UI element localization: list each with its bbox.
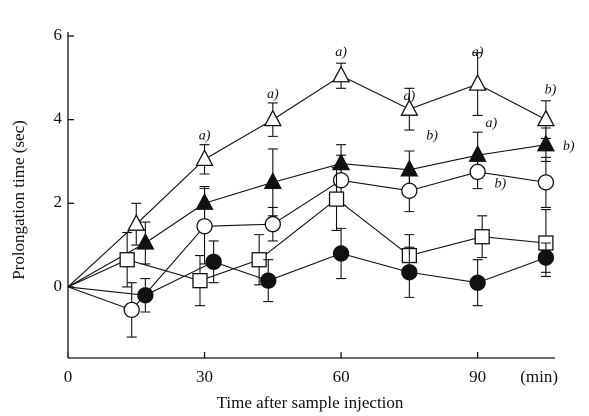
marker: [260, 272, 277, 289]
marker: [192, 272, 208, 289]
annotation: a): [485, 116, 497, 131]
marker: [264, 216, 281, 233]
marker: [196, 218, 213, 235]
y-tick-label: 4: [54, 109, 63, 128]
marker: [195, 148, 214, 167]
marker: [119, 252, 135, 268]
annotation: a): [267, 87, 279, 102]
marker: [536, 109, 555, 127]
marker: [401, 264, 418, 281]
marker: [328, 191, 345, 207]
marker: [469, 163, 486, 181]
annotation: b): [563, 139, 575, 154]
marker: [205, 253, 222, 270]
marker: [136, 232, 155, 250]
annotation: a): [335, 45, 347, 60]
series-line: [67, 198, 546, 288]
annotation: a): [199, 129, 211, 144]
x-unit: (min): [520, 367, 558, 386]
marker: [332, 65, 351, 83]
y-axis-label: Prolongation time (sec): [9, 120, 28, 280]
marker: [263, 171, 282, 190]
marker: [400, 98, 419, 116]
marker: [332, 245, 350, 262]
y-tick-label: 2: [54, 192, 63, 211]
y-tick-label: 6: [54, 25, 63, 44]
marker: [123, 301, 140, 319]
series-line: [67, 75, 547, 288]
marker: [536, 134, 555, 152]
x-tick-label: 30: [196, 367, 213, 386]
annotation: b): [545, 83, 557, 98]
annotation: b): [495, 177, 507, 192]
x-tick-label: 90: [469, 367, 486, 386]
annotation: b): [426, 129, 438, 144]
series-line: [67, 144, 546, 288]
series-line: [67, 252, 547, 296]
marker: [137, 287, 154, 304]
marker: [537, 174, 555, 191]
marker: [263, 109, 282, 127]
marker: [474, 229, 490, 245]
marker: [401, 182, 418, 199]
y-tick-label: 0: [54, 276, 63, 295]
marker: [332, 172, 350, 189]
x-tick-label: 0: [64, 367, 73, 386]
marker: [468, 73, 487, 91]
annotation: a): [404, 89, 416, 104]
marker: [469, 274, 486, 291]
x-tick-label: 60: [333, 367, 350, 386]
marker: [537, 249, 555, 266]
x-axis-label: Time after sample injection: [217, 393, 404, 412]
annotation: a): [472, 45, 484, 60]
marker: [127, 213, 146, 231]
